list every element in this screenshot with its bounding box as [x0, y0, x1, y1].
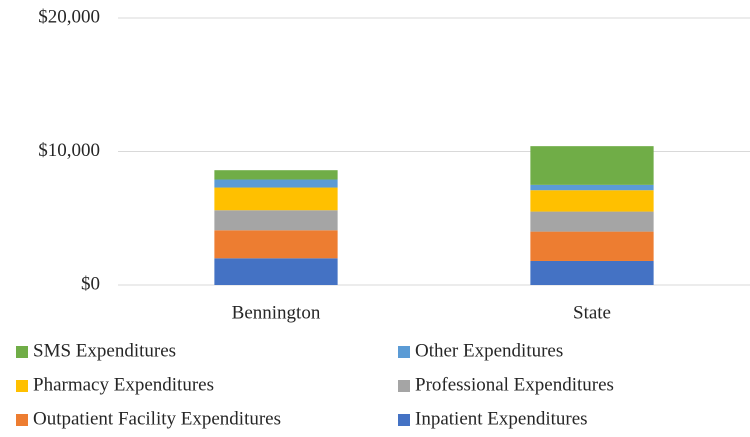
bar-segment	[214, 210, 338, 231]
legend-label: Outpatient Facility Expenditures	[33, 408, 281, 429]
legend-swatch	[398, 346, 410, 358]
legend-swatch	[16, 414, 28, 426]
y-tick-label: $10,000	[38, 140, 100, 161]
legend-label: Other Expenditures	[415, 340, 563, 361]
legend-swatch	[398, 414, 410, 426]
x-tick-label: State	[573, 302, 611, 323]
legend-label: Inpatient Expenditures	[415, 408, 588, 429]
bar-segment	[530, 211, 654, 232]
bar-segment	[530, 231, 654, 261]
y-tick-label: $20,000	[38, 6, 100, 27]
bar-segment	[214, 187, 338, 211]
bar-segment	[214, 170, 338, 180]
bar-segment	[530, 260, 654, 285]
legend-swatch	[398, 380, 410, 392]
y-tick-label: $0	[81, 273, 100, 294]
bar-segment	[214, 179, 338, 188]
bar-segment	[214, 258, 338, 285]
legend-swatch	[16, 346, 28, 358]
x-tick-label: Bennington	[232, 302, 321, 323]
bar-segment	[530, 184, 654, 191]
bar-segment	[530, 190, 654, 212]
legend-label: SMS Expenditures	[33, 340, 176, 361]
legend-swatch	[16, 380, 28, 392]
bar-segment	[214, 230, 338, 259]
bar-segment	[530, 146, 654, 185]
legend-label: Professional Expenditures	[415, 374, 614, 395]
legend-label: Pharmacy Expenditures	[33, 374, 214, 395]
